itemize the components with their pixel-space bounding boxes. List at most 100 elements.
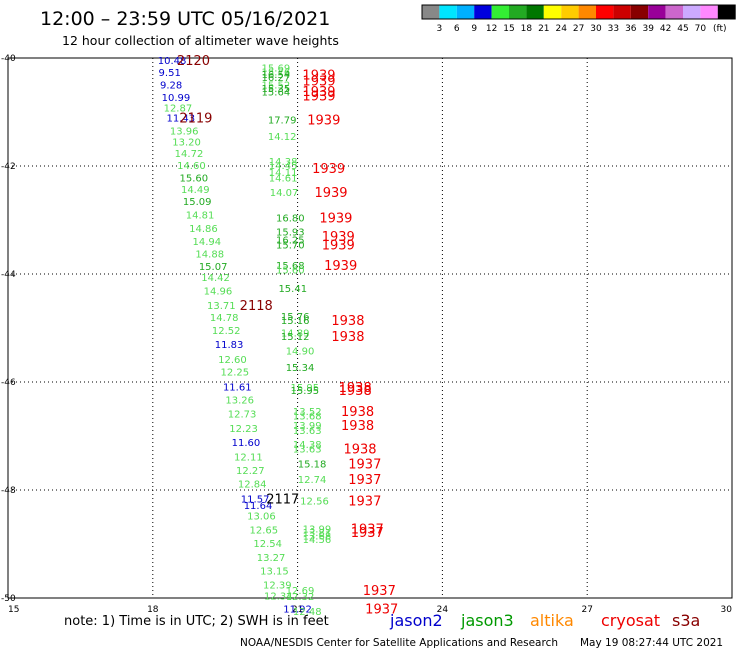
- wave-height-point: 14.89: [281, 328, 310, 339]
- x-tick-label: 30: [721, 605, 733, 615]
- wave-height-point: 13.26: [225, 395, 254, 406]
- wave-height-point: 12.34: [264, 591, 293, 602]
- color-scale-swatch: [439, 5, 457, 19]
- y-tick-label: -44: [1, 270, 16, 280]
- wave-height-point: 12.87: [164, 104, 193, 115]
- pass-number-label: 1939: [302, 75, 335, 90]
- pass-number-label: 1939: [324, 259, 357, 274]
- wave-height-point: 14.38: [293, 440, 322, 451]
- wave-height-point: 14.42: [201, 273, 230, 284]
- wave-height-point: 16.54: [262, 70, 291, 81]
- x-tick-label: 18: [147, 605, 159, 615]
- wave-height-point: 14.45: [269, 161, 298, 172]
- wave-height-point: 11.60: [232, 438, 261, 449]
- wave-height-point: 13.99: [303, 524, 332, 535]
- color-scale-swatch: [456, 5, 475, 19]
- wave-height-point: 15.60: [276, 266, 305, 277]
- wave-height-point: 17.79: [268, 116, 297, 127]
- wave-height-point: 14.12: [268, 132, 297, 143]
- y-tick-label: -46: [1, 378, 16, 388]
- wave-height-point: 13.63: [293, 444, 322, 455]
- wave-height-point: 14.07: [270, 188, 299, 199]
- pass-number-label: 2117: [266, 493, 299, 508]
- color-scale-swatch: [422, 5, 440, 19]
- y-tick-label: -48: [1, 486, 16, 496]
- color-scale-swatch: [526, 5, 544, 19]
- pass-number-label: 1938: [331, 330, 364, 345]
- pass-number-label: 1939: [302, 89, 335, 104]
- wave-height-point: 14.11: [269, 168, 298, 179]
- wave-height-point: 13.99: [293, 421, 322, 432]
- wave-height-point: 13.52: [293, 407, 322, 418]
- wave-height-point: 15.52: [262, 80, 291, 91]
- color-scale-label: 30: [590, 24, 602, 34]
- wave-height-point: 15.69: [262, 64, 291, 75]
- wave-height-point: 9.51: [159, 68, 181, 79]
- color-scale-label: 42: [660, 24, 671, 34]
- wave-height-point: 12.54: [253, 539, 282, 550]
- color-scale-swatch: [596, 5, 614, 19]
- pass-number-label: 1939: [312, 162, 345, 177]
- x-tick-label: 15: [8, 605, 19, 615]
- wave-height-point: 12.52: [212, 326, 241, 337]
- pass-number-label: 1937: [363, 584, 396, 599]
- x-tick-label: 27: [581, 605, 592, 615]
- pass-number-label: 1939: [322, 230, 355, 245]
- footer-credit: NOAA/NESDIS Center for Satellite Applica…: [240, 637, 558, 649]
- plot-area: [7, 57, 733, 599]
- wave-height-point: 12.48: [293, 607, 322, 618]
- wave-height-point: 15.95: [291, 386, 320, 397]
- wave-height-point: 14.56: [303, 535, 332, 546]
- wave-height-point: 15.70: [276, 240, 305, 251]
- wave-height-point: 16.27: [262, 73, 291, 84]
- wave-height-point: 13.81: [303, 528, 332, 539]
- wave-height-point: 14.94: [193, 237, 222, 248]
- wave-height-point: 11.43: [166, 113, 195, 124]
- wave-height-point: 14.96: [204, 287, 233, 298]
- pass-number-label: 1938: [339, 381, 372, 396]
- pass-number-label: 1939: [314, 186, 347, 201]
- x-tick-label: 21: [292, 605, 303, 615]
- color-scale-label: 6: [454, 24, 460, 34]
- color-scale-label: 21: [538, 24, 549, 34]
- pass-number-label: 1937: [351, 526, 384, 541]
- wave-height-point: 15.93: [276, 227, 305, 238]
- wave-height-point: 13.96: [170, 126, 199, 137]
- wave-height-point: 15.07: [199, 262, 228, 273]
- color-scale-label: 3: [437, 24, 443, 34]
- wave-height-point: 15.35: [262, 84, 291, 95]
- wave-height-point: 13.68: [293, 411, 322, 422]
- pass-number-label: 1939: [319, 211, 352, 226]
- pass-number-label: 1939: [302, 85, 335, 100]
- y-tick-label: -42: [1, 162, 16, 172]
- wave-height-point: 13.20: [172, 138, 201, 149]
- pass-number-label: 2118: [240, 299, 273, 314]
- pass-number-label: 2120: [177, 54, 210, 69]
- wave-height-point: 15.64: [262, 87, 291, 98]
- wave-height-point: 15.34: [286, 363, 315, 374]
- color-scale-swatch: [578, 5, 596, 19]
- wave-height-point: 13.27: [257, 553, 286, 564]
- wave-height-point: 15.16: [281, 316, 310, 327]
- footer-timestamp: May 19 08:27:44 UTC 2021: [580, 637, 723, 649]
- wave-height-point: 14.86: [189, 224, 218, 235]
- wave-height-point: 13.15: [260, 566, 289, 577]
- wave-height-point: 11.57: [241, 495, 270, 506]
- color-scale-label: 12: [486, 24, 497, 34]
- wave-height-point: 11.61: [223, 382, 252, 393]
- wave-height-point: 12.27: [236, 466, 265, 477]
- y-tick-label: -40: [1, 54, 16, 64]
- legend-item-jason3: jason3: [460, 611, 514, 630]
- wave-height-point: 15.76: [281, 312, 310, 323]
- wave-height-point: 16.25: [276, 235, 305, 246]
- pass-number-label: 1939: [307, 114, 340, 129]
- pass-number-label: 1938: [341, 405, 374, 420]
- pass-number-label: 1938: [331, 314, 364, 329]
- wave-height-point: 15.09: [183, 197, 212, 208]
- color-scale-swatch: [665, 5, 683, 19]
- pass-number-label: 1939: [322, 238, 355, 253]
- pass-number-label: 1939: [302, 69, 335, 84]
- wave-height-point: 15.95: [291, 383, 320, 394]
- legend-item-altika: altika: [530, 611, 574, 630]
- color-scale-swatch: [630, 5, 649, 19]
